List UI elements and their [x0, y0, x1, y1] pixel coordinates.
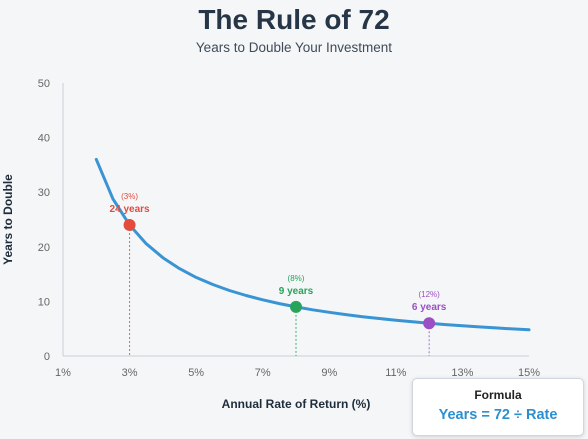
x-tick-label: 1%	[55, 367, 71, 379]
y-axis-label: Years to Double	[1, 174, 15, 265]
highlight-rate-label: (3%)	[121, 192, 138, 201]
highlight-rate-label: (8%)	[288, 274, 305, 283]
x-axis-label: Annual Rate of Return (%)	[222, 397, 371, 411]
x-tick-label: 5%	[188, 367, 204, 379]
x-tick-label: 11%	[385, 367, 406, 379]
highlight-rate-label: (12%)	[418, 290, 440, 299]
formula-label: Formula	[474, 388, 522, 402]
x-tick-label: 3%	[122, 367, 138, 379]
y-tick-label: 40	[38, 133, 50, 145]
highlight-value-label: 6 years	[412, 302, 447, 313]
highlight-value-label: 9 years	[279, 286, 314, 297]
x-tick-label: 9%	[321, 367, 337, 379]
series-line	[94, 157, 531, 332]
y-tick-label: 0	[44, 351, 50, 363]
highlight-point	[123, 218, 136, 231]
x-tick-label: 7%	[255, 367, 271, 379]
y-tick-label: 30	[38, 187, 50, 199]
highlight-point	[290, 300, 302, 313]
formula-box: Formula Years = 72 ÷ Rate	[412, 378, 584, 436]
highlight-point	[423, 317, 436, 330]
y-tick-label: 10	[38, 296, 50, 308]
x-tick-label: 13%	[451, 367, 473, 379]
chart-title: The Rule of 72	[198, 4, 390, 35]
highlight-value-label: 24 years	[110, 204, 150, 215]
formula-text: Years = 72 ÷ Rate	[438, 407, 558, 423]
x-tick-label: 15%	[518, 367, 540, 379]
y-tick-label: 50	[38, 78, 50, 90]
y-tick-label: 20	[38, 242, 50, 254]
chart-subtitle: Years to Double Your Investment	[195, 40, 393, 55]
